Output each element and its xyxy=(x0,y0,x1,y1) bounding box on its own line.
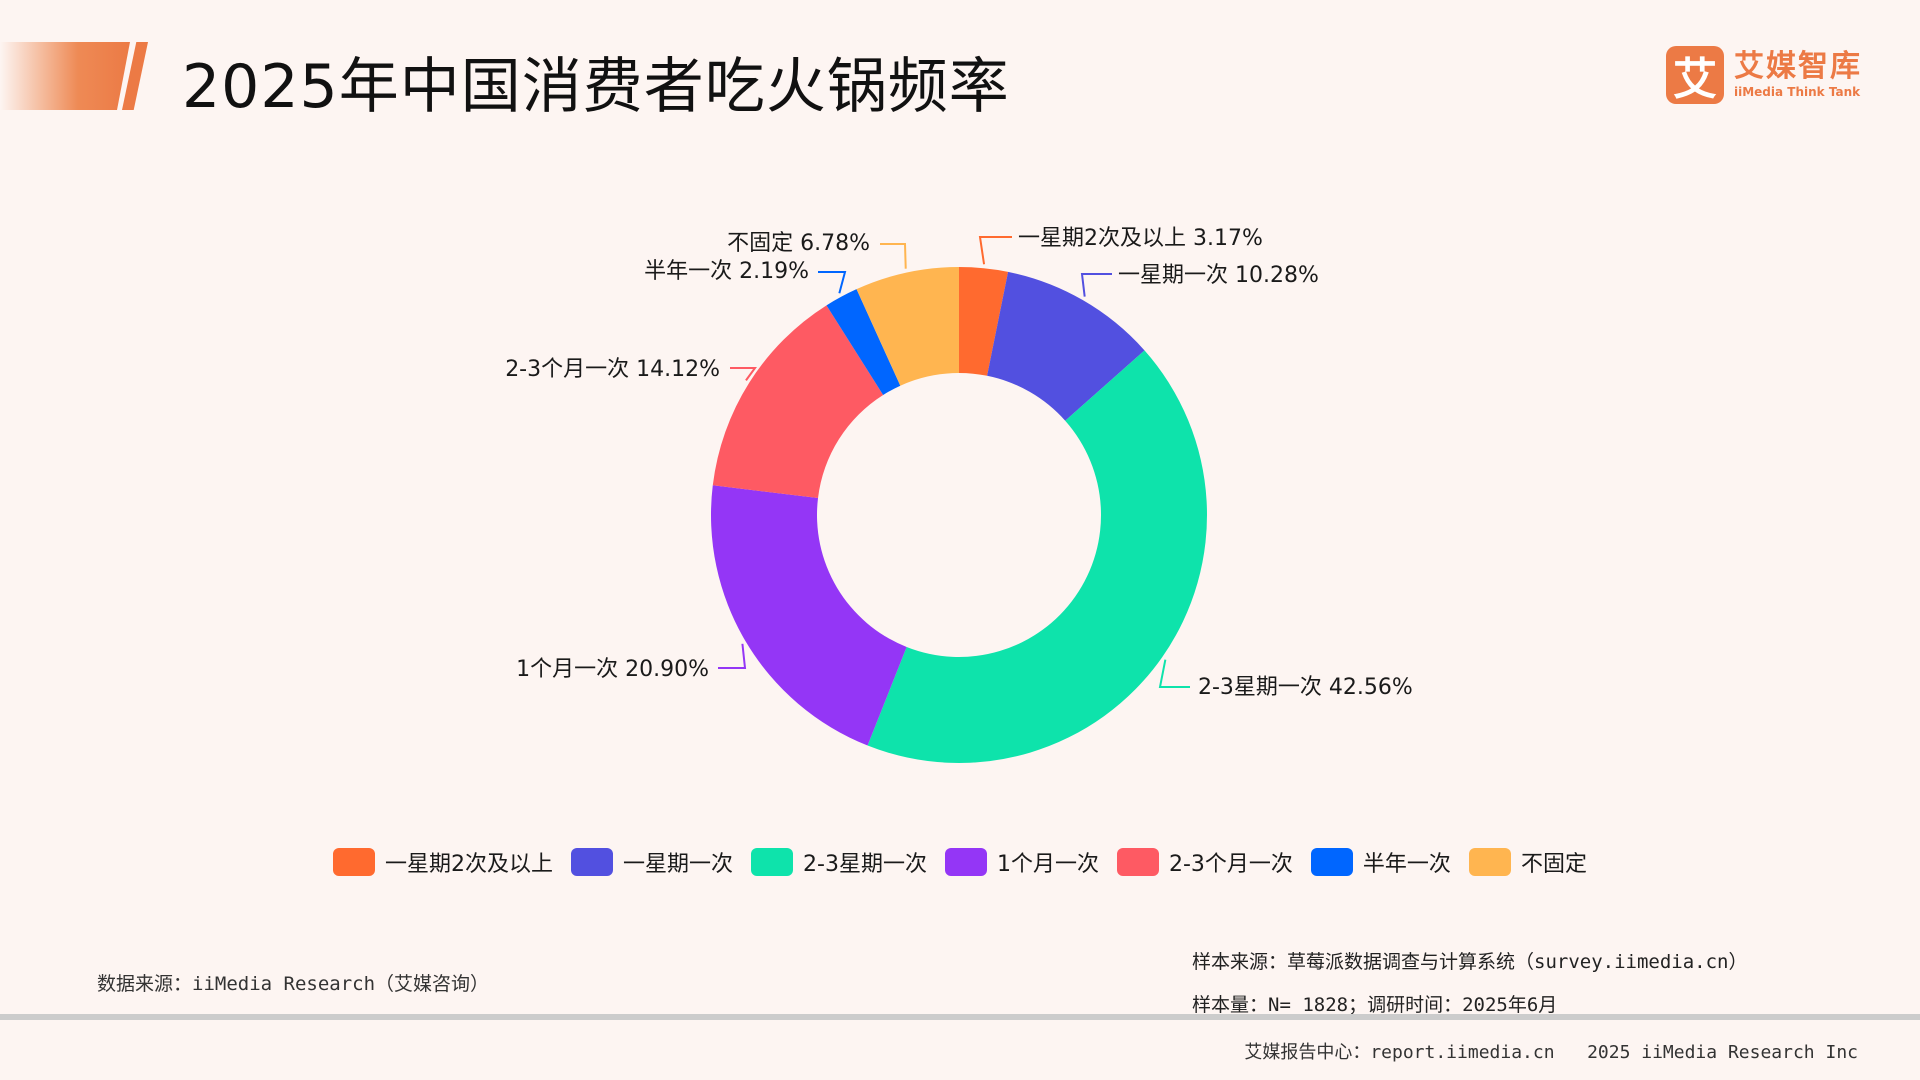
legend-item[interactable]: 一星期2次及以上 xyxy=(333,846,553,878)
data-label: 半年一次 2.19% xyxy=(644,259,809,284)
data-source-note: 数据来源：iiMedia Research（艾媒咨询） xyxy=(97,973,490,995)
donut-slice[interactable] xyxy=(959,267,1009,376)
footer-text: 艾媒报告中心：report.iimedia.cn 2025 iiMedia Re… xyxy=(1244,1042,1858,1063)
leader-line xyxy=(730,367,757,381)
legend-swatch-icon xyxy=(1116,848,1159,876)
legend-label: 一星期一次 xyxy=(623,852,734,877)
logo-name-en: iiMedia Think Tank xyxy=(1734,85,1861,99)
legend-item[interactable]: 2-3星期一次 xyxy=(751,846,927,878)
logo-mark-icon: 艾 xyxy=(1666,46,1724,105)
data-label: 一星期一次 10.28% xyxy=(1118,263,1319,288)
leader-line xyxy=(978,236,1012,265)
legend-swatch-icon xyxy=(571,848,614,876)
legend-label: 1个月一次 xyxy=(996,852,1099,877)
legend-swatch-icon xyxy=(944,848,987,876)
legend-label: 半年一次 xyxy=(1362,852,1451,877)
leader-line xyxy=(718,643,747,669)
title-accent-gradient xyxy=(0,42,130,110)
brand-logo: 艾 艾媒智库 iiMedia Think Tank xyxy=(1666,46,1862,105)
legend-label: 一星期2次及以上 xyxy=(385,852,554,877)
legend-item[interactable]: 1个月一次 xyxy=(944,846,1099,878)
donut-slice[interactable] xyxy=(710,485,907,746)
leader-line xyxy=(1158,659,1190,688)
legend-swatch-icon xyxy=(751,848,794,876)
legend-label: 2-3个月一次 xyxy=(1168,852,1293,877)
footer-divider xyxy=(0,1014,1920,1020)
legend-label: 2-3星期一次 xyxy=(803,852,927,877)
leader-line xyxy=(818,271,847,294)
data-label: 一星期2次及以上 3.17% xyxy=(1018,226,1263,251)
data-label: 不固定 6.78% xyxy=(727,231,870,256)
leader-line xyxy=(1080,273,1112,297)
logo-name-cn: 艾媒智库 xyxy=(1734,49,1862,84)
data-label: 1个月一次 20.90% xyxy=(516,657,709,682)
data-label: 2-3星期一次 42.56% xyxy=(1198,675,1413,700)
chart-legend: 一星期2次及以上 一星期一次 2-3星期一次 1个月一次 2-3个月一次 半年一次 不固定 xyxy=(0,846,1920,878)
page-title: 2025年中国消费者吃火锅频率 xyxy=(182,52,1010,122)
data-label: 2-3个月一次 14.12% xyxy=(505,357,720,382)
donut-slice[interactable] xyxy=(867,350,1207,763)
sample-source-note: 样本来源：草莓派数据调查与计算系统（survey.iimedia.cn） xyxy=(1192,951,1748,973)
legend-swatch-icon xyxy=(1310,848,1353,876)
legend-swatch-icon xyxy=(1468,848,1511,876)
sample-size-note: 样本量：N= 1828；调研时间：2025年6月 xyxy=(1192,994,1558,1016)
sample-info: 样本来源：草莓派数据调查与计算系统（survey.iimedia.cn） 样本量… xyxy=(1192,941,1747,1027)
donut-slice[interactable] xyxy=(856,267,959,386)
donut-slice[interactable] xyxy=(712,305,884,498)
title-accent-bar xyxy=(0,42,148,110)
leader-line xyxy=(880,243,907,269)
legend-item[interactable]: 2-3个月一次 xyxy=(1116,846,1293,878)
legend-item[interactable]: 一星期一次 xyxy=(571,846,733,878)
donut-slice[interactable] xyxy=(987,271,1145,421)
legend-swatch-icon xyxy=(333,848,376,876)
donut-slice[interactable] xyxy=(826,289,901,395)
legend-item[interactable]: 不固定 xyxy=(1468,846,1587,878)
legend-item[interactable]: 半年一次 xyxy=(1310,846,1451,878)
legend-label: 不固定 xyxy=(1520,852,1587,877)
